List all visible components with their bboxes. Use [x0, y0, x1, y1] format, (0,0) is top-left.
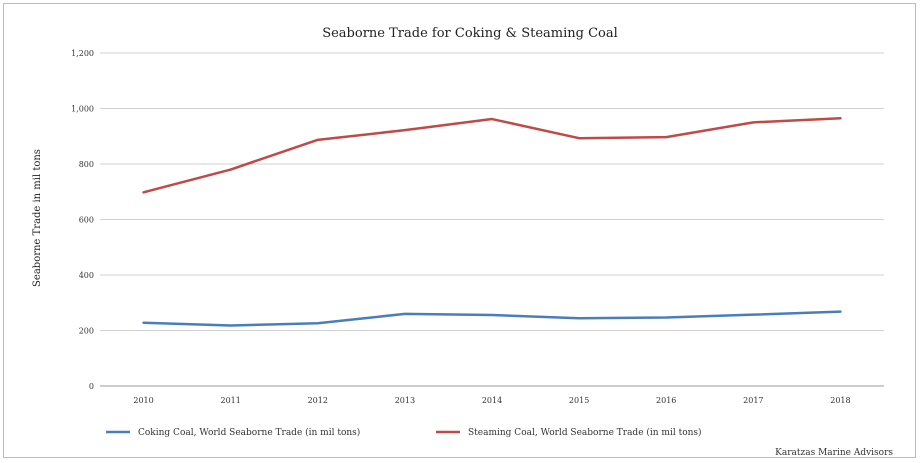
x-tick-label: 2012: [308, 396, 328, 405]
x-tick-label: 2010: [133, 396, 153, 405]
y-tick-label: 800: [79, 160, 94, 169]
x-tick-label: 2014: [482, 396, 502, 405]
x-tick-label: 2013: [395, 396, 415, 405]
x-tick-label: 2018: [830, 396, 850, 405]
legend: Coking Coal, World Seaborne Trade (in mi…: [106, 427, 702, 438]
gridlines: [100, 52, 884, 331]
x-tick-label: 2017: [743, 396, 763, 405]
series-lines: [142, 116, 842, 327]
x-tick-label: 2011: [220, 396, 240, 405]
legend-label-steaming: Steaming Coal, World Seaborne Trade (in …: [468, 427, 702, 438]
y-tick-label: 1,000: [71, 105, 94, 114]
chart-frame: [3, 3, 916, 458]
series-line-coking: [142, 310, 842, 327]
chart-title: Seaborne Trade for Coking & Steaming Coa…: [322, 26, 618, 41]
y-tick-label: 1,200: [71, 49, 94, 58]
series-line-steaming: [142, 116, 842, 194]
legend-label-coking: Coking Coal, World Seaborne Trade (in mi…: [138, 427, 360, 438]
y-tick-label: 0: [89, 382, 94, 391]
y-tick-label: 200: [79, 327, 94, 336]
y-tick-label: 400: [79, 271, 94, 280]
x-tick-label: 2015: [569, 396, 589, 405]
y-tick-label: 600: [79, 216, 94, 225]
x-tick-label: 2016: [656, 396, 676, 405]
x-axis-ticks: 2010 2011 2012 2013 2014 2015 2016 2017 2018: [133, 396, 850, 405]
y-axis-ticks: 0 200 400 600 800 1,000 1,200: [71, 49, 94, 391]
y-axis-label: Seaborne Trade in mil tons: [32, 149, 43, 287]
source-credit: Karatzas Marine Advisors: [775, 448, 893, 458]
